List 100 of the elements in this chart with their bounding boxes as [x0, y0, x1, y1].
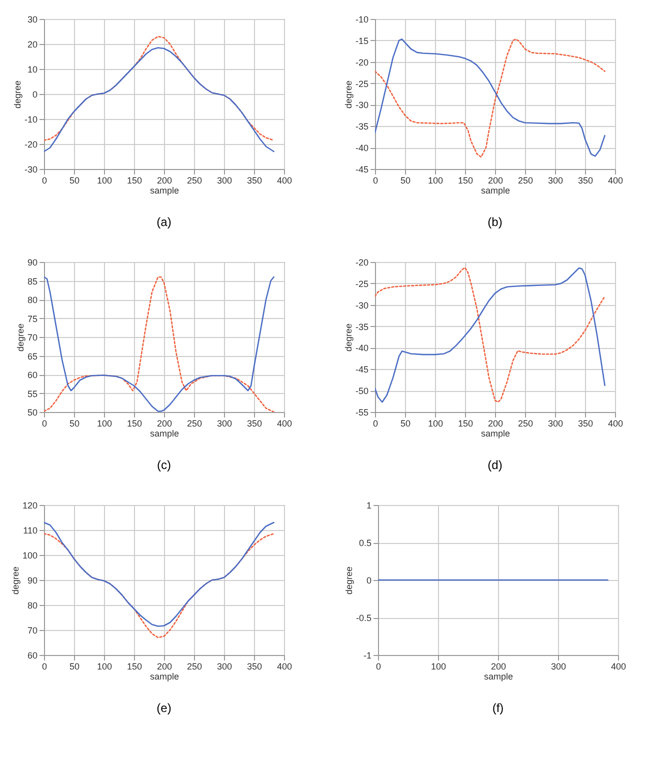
y-axis-title: degree: [12, 80, 22, 109]
y-tick-label: 0: [366, 576, 372, 586]
y-tick-label: 80: [27, 600, 38, 610]
y-tick-label: -0.5: [356, 613, 372, 623]
x-axis-title: sample: [480, 428, 510, 438]
y-tick-label: -10: [355, 14, 368, 24]
x-tick-label: 0: [376, 662, 382, 672]
y-tick-label: -25: [355, 78, 368, 89]
x-tick-label: 0: [372, 418, 378, 428]
line-series: [44, 522, 274, 627]
y-tick-label: 70: [27, 332, 38, 342]
y-tick-label: 90: [27, 576, 38, 586]
x-tick-label: 350: [246, 662, 262, 672]
line-series: [44, 47, 274, 152]
y-tick-label: 60: [27, 370, 38, 380]
y-tick-label: 0: [32, 90, 38, 100]
text: (d): [488, 458, 502, 472]
y-tick-label: -35: [355, 122, 368, 132]
x-tick-label: 250: [518, 418, 534, 428]
x-tick-label: 350: [578, 418, 594, 428]
x-tick-label: 0: [42, 176, 48, 186]
text: (e): [156, 701, 172, 715]
x-tick-label: 0: [372, 176, 378, 186]
x-tick-label: 150: [458, 418, 474, 428]
y-tick-label: -45: [355, 364, 368, 375]
y-tick-label: -20: [355, 57, 368, 68]
y-tick-label: -55: [355, 408, 368, 418]
y-tick-label: 50: [27, 408, 38, 418]
x-tick-label: 300: [548, 176, 564, 186]
x-tick-label: 400: [608, 176, 624, 186]
line-series: [44, 276, 274, 412]
x-axis-title: sample: [484, 672, 514, 682]
x-axis-title: sample: [150, 186, 180, 196]
x-axis-title: sample: [150, 428, 180, 438]
x-tick-label: 50: [400, 418, 411, 428]
y-tick-label: 80: [27, 295, 38, 305]
y-axis-title: degree: [343, 323, 354, 352]
y-tick-label: 0.5: [358, 538, 372, 548]
x-tick-label: 250: [186, 418, 202, 428]
y-tick-label: 55: [27, 388, 38, 399]
x-tick-label: 250: [518, 176, 534, 186]
y-tick-label: 120: [22, 500, 38, 510]
y-tick-label: 70: [27, 626, 38, 636]
x-tick-label: 100: [96, 418, 112, 428]
x-tick-label: 300: [548, 418, 564, 428]
x-tick-label: 100: [428, 418, 444, 428]
x-tick-label: 150: [126, 418, 142, 428]
x-tick-label: 150: [126, 662, 142, 672]
x-tick-label: 400: [276, 176, 292, 186]
text: (a): [156, 215, 172, 229]
x-tick-label: 300: [216, 176, 232, 186]
y-tick-label: 110: [23, 526, 38, 536]
y-tick-label: -45: [355, 164, 368, 174]
x-tick-label: 0: [42, 662, 48, 672]
x-tick-label: 250: [186, 176, 202, 186]
y-tick-label: 60: [27, 650, 38, 660]
x-tick-label: 0: [42, 418, 48, 428]
x-tick-label: 100: [430, 662, 446, 672]
text: (f): [492, 701, 504, 715]
y-tick-label: 75: [27, 314, 38, 324]
x-tick-label: 100: [428, 176, 444, 186]
text: (b): [488, 215, 502, 229]
text: (c): [157, 458, 171, 472]
x-axis-title: sample: [150, 672, 180, 682]
x-tick-label: 400: [610, 662, 626, 672]
x-tick-label: 50: [69, 418, 80, 428]
y-tick-label: 100: [22, 550, 38, 560]
x-tick-label: 300: [550, 662, 566, 672]
y-tick-label: -30: [355, 300, 368, 310]
y-tick-label: -30: [24, 164, 38, 174]
x-tick-label: 50: [69, 176, 80, 186]
y-tick-label: -10: [24, 114, 38, 124]
y-axis-title: degree: [10, 566, 20, 595]
y-tick-label: -40: [355, 343, 368, 354]
x-tick-label: 400: [276, 418, 292, 428]
x-tick-label: 400: [276, 662, 292, 672]
x-axis-title: sample: [480, 186, 510, 196]
x-tick-label: 300: [216, 662, 232, 672]
y-axis-title: degree: [344, 566, 354, 595]
x-tick-label: 150: [126, 176, 142, 186]
x-tick-label: 100: [96, 176, 112, 186]
y-tick-label: 20: [27, 40, 38, 50]
y-tick-label: -25: [355, 278, 368, 289]
x-tick-label: 200: [488, 176, 504, 186]
y-axis-title: degree: [15, 323, 26, 352]
y-tick-label: -15: [355, 36, 368, 46]
x-tick-label: 200: [156, 662, 172, 672]
x-tick-label: 350: [246, 418, 262, 428]
y-tick-label: -20: [355, 258, 368, 268]
y-tick-label: -50: [355, 386, 368, 396]
x-tick-label: 400: [608, 418, 624, 428]
x-tick-label: 200: [490, 662, 506, 672]
y-tick-label: 10: [27, 64, 38, 74]
x-tick-label: 300: [216, 418, 232, 428]
x-tick-label: 50: [69, 662, 80, 672]
x-tick-label: 150: [458, 176, 474, 186]
y-axis-title: degree: [343, 80, 354, 109]
x-tick-label: 50: [400, 176, 411, 186]
y-tick-label: 1: [366, 500, 372, 510]
y-tick-label: -35: [355, 322, 368, 332]
